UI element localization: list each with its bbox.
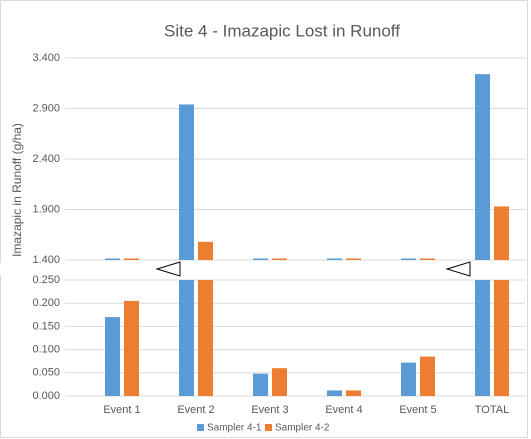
bar-upper <box>253 258 268 260</box>
y-tick-label: 0.150 <box>32 320 60 332</box>
legend-swatch <box>265 424 272 431</box>
x-tick-label: Event 4 <box>325 404 362 416</box>
y-tick-label: 0.000 <box>32 390 60 402</box>
axis-break <box>0 263 527 275</box>
y-tick-label: 0.200 <box>32 297 60 309</box>
bar-upper <box>272 258 287 260</box>
bar <box>198 280 213 396</box>
legend-label: Sampler 4-2 <box>275 423 330 434</box>
bar-upper <box>327 258 342 260</box>
break-marker <box>155 261 181 277</box>
legend-swatch <box>197 424 204 431</box>
x-tick-label: Event 2 <box>177 404 214 416</box>
bar <box>346 390 361 396</box>
legend-label: Sampler 4-1 <box>207 423 262 434</box>
break-marker <box>445 261 471 277</box>
y-tick-label: 2.400 <box>32 153 60 165</box>
bar <box>475 280 490 396</box>
y-axis-label: Imazapic in Runoff (g/ha) <box>10 123 24 257</box>
bar <box>420 356 435 396</box>
bar-upper <box>420 258 435 260</box>
y-tick-label: 2.900 <box>32 102 60 114</box>
y-tick-label: 3.400 <box>32 52 60 64</box>
bar <box>124 300 139 396</box>
bar-upper <box>124 258 139 260</box>
x-tick-label: Event 1 <box>103 404 140 416</box>
x-tick-label: TOTAL <box>475 404 509 416</box>
x-tick-label: Event 3 <box>251 404 288 416</box>
bar <box>253 373 268 396</box>
y-tick-label: 0.250 <box>32 274 60 286</box>
x-tick-label: Event 5 <box>399 404 436 416</box>
bar <box>494 280 509 396</box>
bar <box>401 362 416 396</box>
bar-upper <box>401 258 416 260</box>
y-tick-label: 1.400 <box>32 254 60 266</box>
bar-upper <box>198 241 213 260</box>
bar-upper <box>105 258 120 260</box>
y-tick-label: 0.100 <box>32 344 60 356</box>
bar <box>179 280 194 396</box>
bar-upper <box>475 74 490 260</box>
chart-title: Site 4 - Imazapic Lost in Runoff <box>164 21 400 40</box>
y-tick-label: 0.050 <box>32 367 60 379</box>
bar-upper <box>494 206 509 260</box>
bar-upper <box>346 258 361 260</box>
bar <box>327 390 342 396</box>
y-tick-label: 1.900 <box>32 203 60 215</box>
bar <box>105 317 120 396</box>
bar-upper <box>179 104 194 261</box>
bar <box>272 368 287 396</box>
